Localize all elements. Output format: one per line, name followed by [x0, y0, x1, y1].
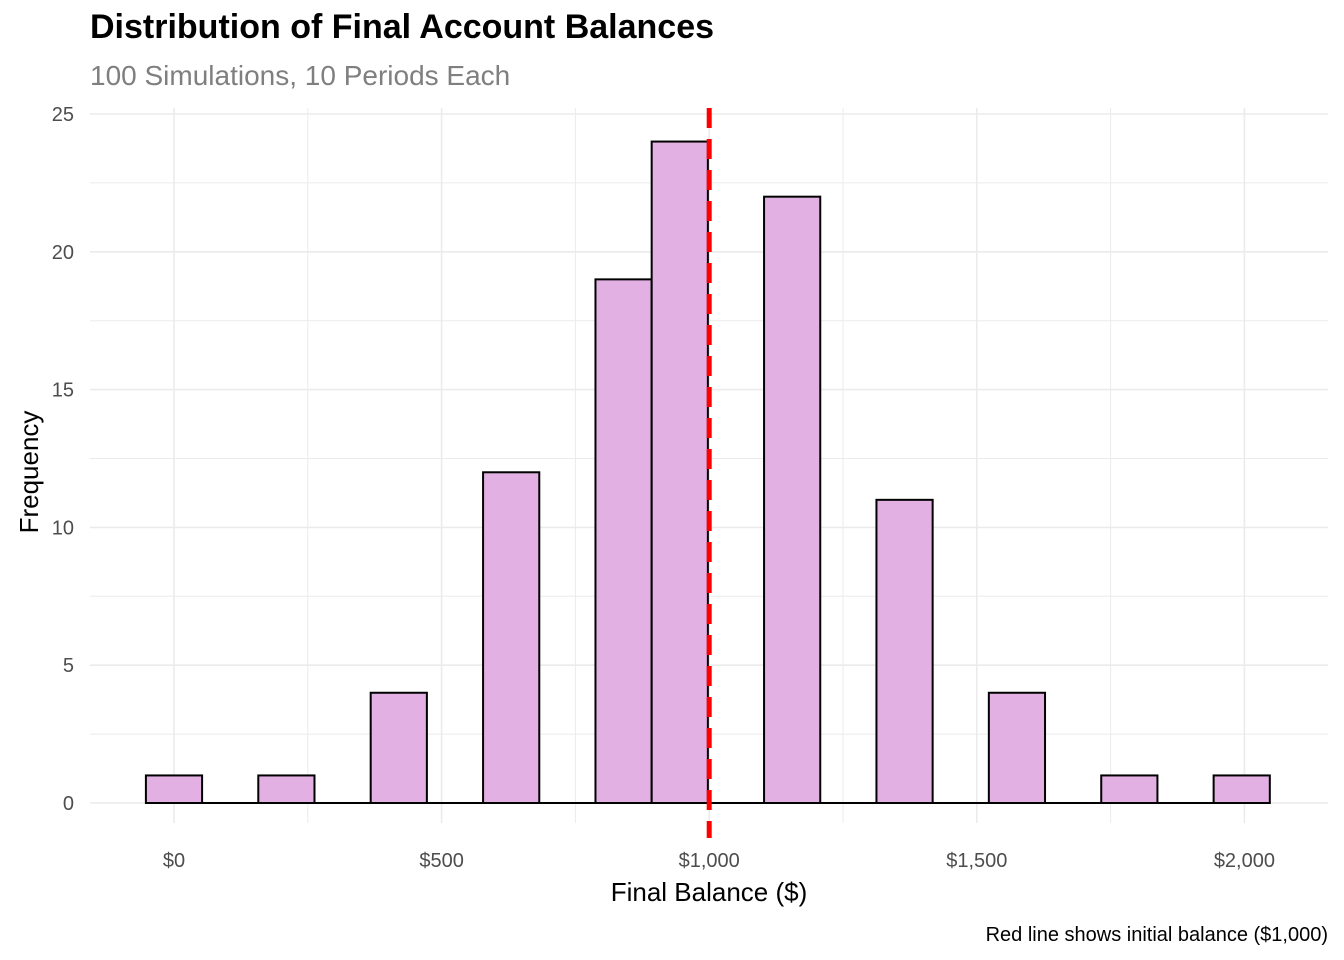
y-axis-title: Frequency — [14, 411, 44, 534]
bars-layer — [144, 140, 1271, 805]
chart-title: Distribution of Final Account Balances — [90, 8, 715, 46]
histogram-bar — [763, 195, 822, 804]
x-tick-label: $2,000 — [1214, 850, 1275, 872]
y-tick-label: 25 — [52, 104, 74, 126]
x-tick-label: $0 — [163, 850, 185, 872]
histogram-bar — [875, 498, 934, 804]
y-tick-label: 5 — [63, 655, 74, 677]
x-tick-label: $1,500 — [946, 850, 1007, 872]
histogram-bar — [369, 691, 428, 805]
y-tick-label: 0 — [63, 793, 74, 815]
histogram-bar — [482, 471, 541, 804]
x-tick-label: $1,000 — [679, 850, 740, 872]
x-axis-title: Final Balance ($) — [611, 877, 808, 907]
tick-labels-layer: $0 $500 $1,000 $1,500 $2,000 0 5 10 15 20 25 — [52, 104, 1275, 872]
histogram-bar — [987, 691, 1047, 805]
y-tick-label: 20 — [52, 242, 74, 264]
histogram-bar — [1100, 774, 1159, 805]
chart-caption: Red line shows initial balance ($1,000) — [986, 924, 1328, 946]
chart-subtitle: 100 Simulations, 10 Periods Each — [90, 60, 511, 91]
histogram-bar — [1212, 774, 1271, 805]
histogram-bar — [650, 140, 709, 804]
histogram-bar — [144, 774, 204, 805]
y-tick-label: 10 — [52, 517, 74, 539]
histogram-bar — [594, 278, 653, 804]
histogram-bar — [257, 774, 316, 805]
x-tick-label: $500 — [419, 850, 464, 872]
y-tick-label: 15 — [52, 380, 74, 402]
